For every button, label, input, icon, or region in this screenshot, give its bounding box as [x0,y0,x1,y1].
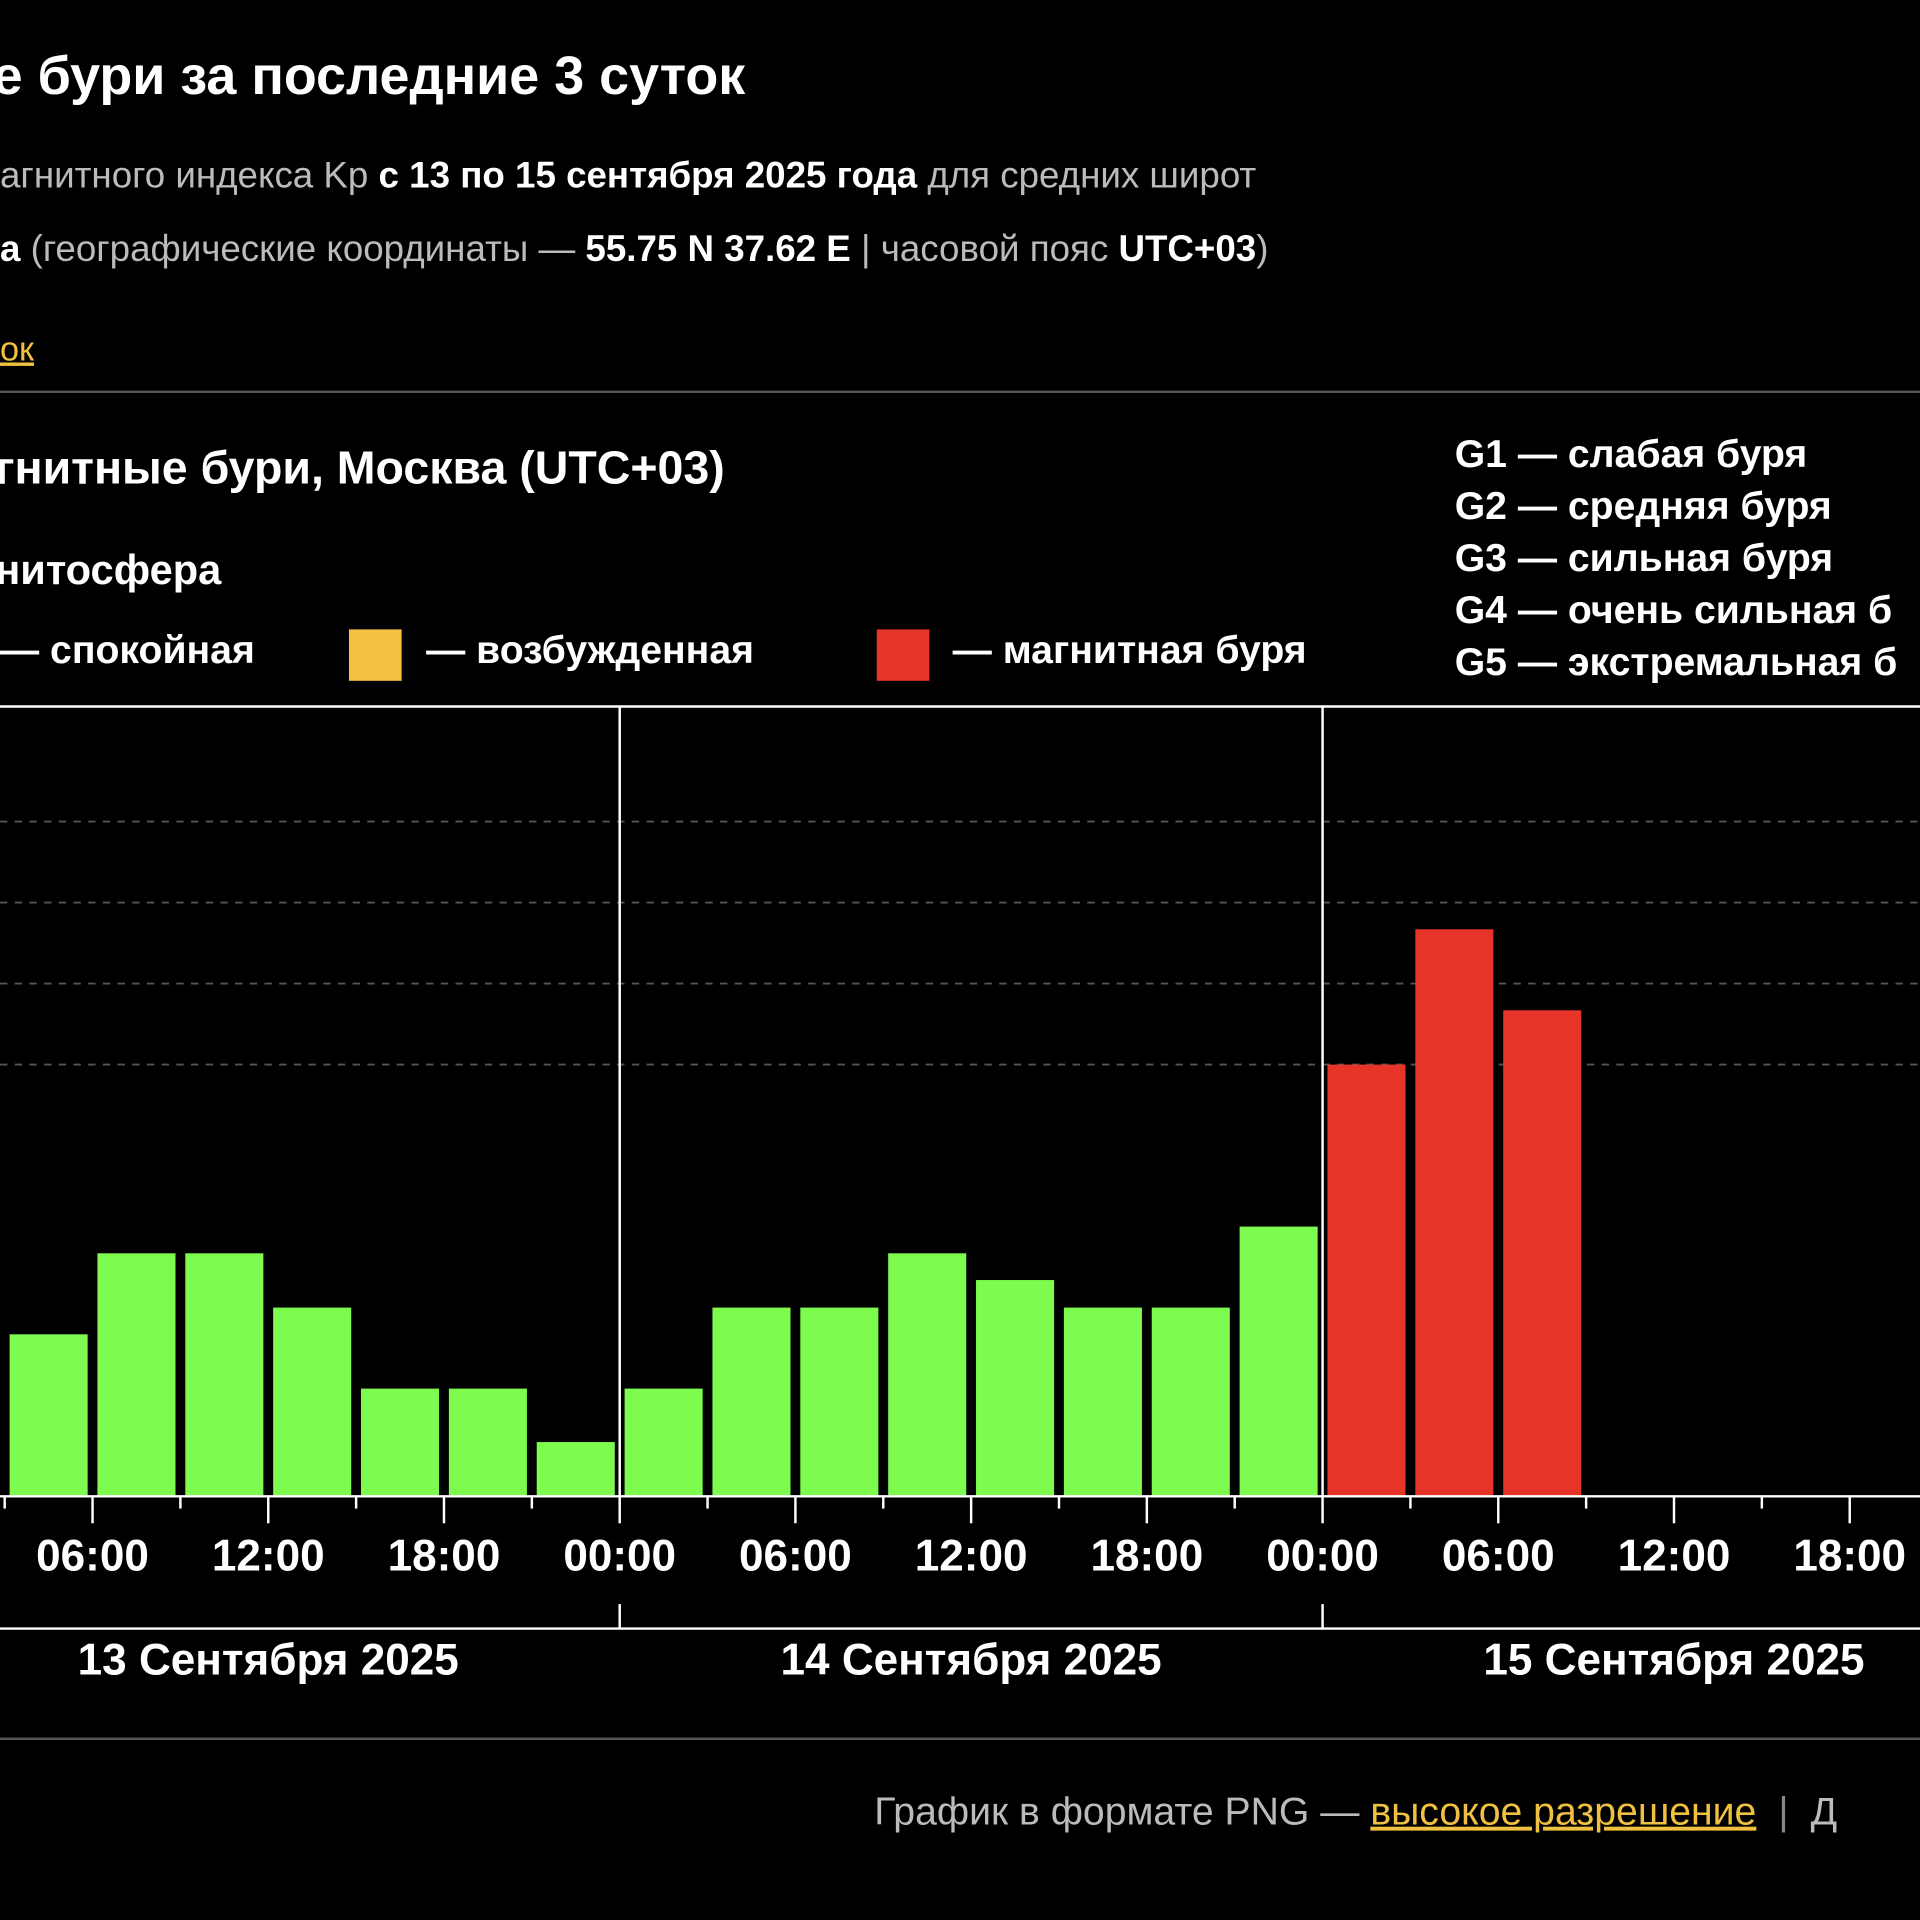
text: для средних широт [917,154,1256,195]
bar [536,1442,615,1497]
day-label: 14 Сентября 2025 [781,1635,1162,1684]
scale-note: G2 — средняя буря [1455,485,1832,528]
legend-label: — магнитная буря [953,629,1307,672]
bar [1151,1307,1230,1497]
link[interactable]: ок [0,330,35,368]
bar [624,1388,703,1497]
x-tick-label: 18:00 [1090,1531,1203,1580]
text: ) [1256,228,1268,269]
chart-title: гнитные бури, Москва (UTC+03) [0,442,725,494]
text: | часовой пояс [851,228,1119,269]
link[interactable]: высокое разрешение [1370,1791,1756,1834]
text: 55.75 N 37.62 E [585,228,850,269]
bar [1327,1064,1406,1497]
text: а [0,228,21,269]
bar [185,1253,264,1497]
x-tick-label: 06:00 [739,1531,852,1580]
legend-label: — возбужденная [426,629,754,672]
x-tick-label: 12:00 [1618,1531,1731,1580]
bar [448,1388,527,1497]
scale-note: G3 — сильная буря [1455,537,1833,580]
bar [273,1307,352,1497]
x-tick-label: 18:00 [388,1531,501,1580]
x-tick-label: 00:00 [1266,1531,1379,1580]
bar [976,1280,1055,1497]
bar [1239,1226,1318,1497]
scale-note: G5 — экстремальная б [1455,641,1898,684]
footer: График в формате PNG — высокое разрешени… [874,1791,1837,1834]
bar [1503,1010,1582,1497]
bar [1063,1307,1142,1497]
text: (географические координаты — [20,228,585,269]
x-tick-label: 18:00 [1793,1531,1906,1580]
text: Д [1811,1791,1838,1834]
text: агнитного индекса Kp [0,154,379,195]
separator: | [1778,1791,1788,1834]
text: с 13 по 15 сентября 2025 года [379,154,918,195]
x-tick-label: 06:00 [36,1531,149,1580]
bar [9,1334,88,1497]
x-tick-label: 00:00 [563,1531,676,1580]
x-tick-label: 12:00 [915,1531,1028,1580]
bar [712,1307,791,1497]
text: График в формате PNG — [874,1791,1370,1834]
legend-label: — спокойная [0,629,255,672]
subtitle-line: а (географические координаты — 55.75 N 3… [0,228,1268,269]
subtitle-line: агнитного индекса Kp с 13 по 15 сентября… [0,154,1256,195]
x-tick-label: 06:00 [1442,1531,1555,1580]
legend-swatch [876,629,930,681]
day-label: 15 Сентября 2025 [1483,1635,1864,1684]
x-tick-label: 12:00 [212,1531,325,1580]
day-label: 13 Сентября 2025 [78,1635,459,1684]
bar [97,1253,176,1497]
bar [800,1307,879,1497]
bar [888,1253,967,1497]
text: UTC+03 [1118,228,1256,269]
scale-note: G4 — очень сильная б [1455,589,1893,632]
page-title: е бури за последние 3 суток [0,46,745,106]
scale-note: G1 — слабая буря [1455,433,1808,476]
bar [1415,929,1494,1497]
legend-title: нитосфера [0,546,222,593]
legend-swatch [348,629,402,681]
bar [361,1388,440,1497]
